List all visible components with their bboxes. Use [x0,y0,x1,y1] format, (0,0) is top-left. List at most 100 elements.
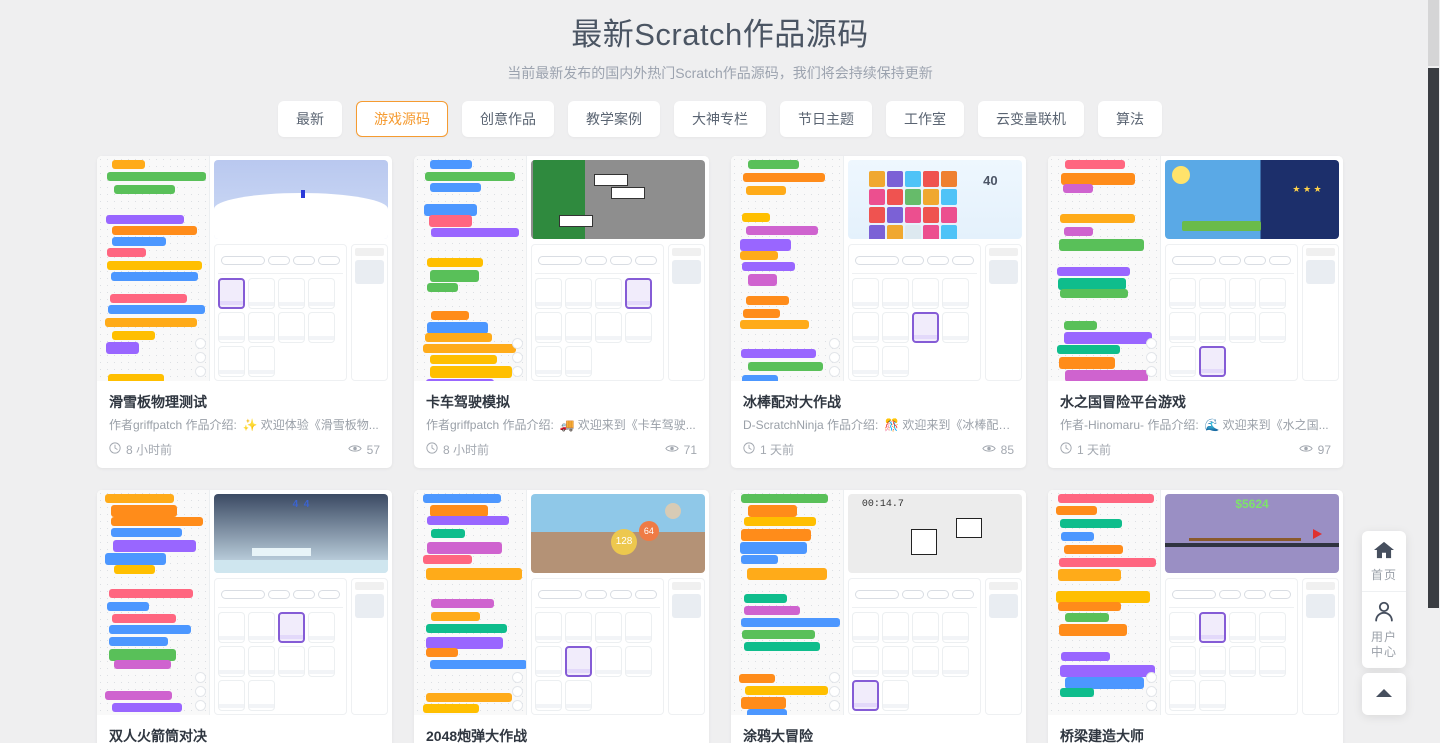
triangle-up-icon [1375,685,1393,703]
tab-3[interactable]: 教学案例 [568,101,660,137]
thumbnail-stage-selector [668,578,705,715]
zoom-controls [512,672,523,711]
project-intro-text: 欢迎体验《滑雪板物... [260,418,379,432]
thumbnail-sprite-pane [214,578,347,715]
project-card[interactable]: ★ ★ ★ 水之国冒险平台游戏作者-Hinomaru- 作品介绍: 🌊 欢迎来到《水之… [1048,156,1343,468]
project-card[interactable]: 40 冰棒配对大作战 D-ScratchNinja 作品介绍: 🎊 欢迎来到《冰棒配对.… [731,156,1026,468]
thumbnail-code-area [97,490,210,715]
thumbnail-sprite-pane [848,578,981,715]
project-card-body: 双人火箭筒对决作者nguyenhm 作品介绍:🎮欢迎来到《双人火箭... [97,715,392,743]
project-thumbnail[interactable]: $5624 [1048,490,1343,715]
tab-2[interactable]: 创意作品 [462,101,554,137]
project-emoji-icon: 🚚 [559,418,575,432]
thumbnail-stage [214,160,388,239]
tab-5[interactable]: 节日主题 [780,101,872,137]
dock-item-user-center[interactable]: 用户中心 [1362,591,1406,668]
tab-8[interactable]: 算法 [1098,101,1162,137]
project-thumbnail[interactable] [414,156,709,381]
project-meta: 8 小时前 71 [426,442,697,458]
project-title: 水之国冒险平台游戏 [1060,394,1186,410]
project-card[interactable]: $5624 桥梁建造大师作者GonSanVi 作品介绍:🛠欢迎来到《桥梁建造... [1048,490,1343,743]
thumbnail-stage: 4 4 [214,494,388,573]
thumbnail-code-area [731,490,844,715]
dock-label-home: 首页 [1370,568,1397,582]
tab-6[interactable]: 工作室 [886,101,964,137]
project-card[interactable]: 4 4 双人火箭筒对决作者nguyenhm 作品介绍:🎮欢迎来到《双人火箭... [97,490,392,743]
thumbnail-stage-selector [1302,578,1339,715]
project-card[interactable]: 滑雪板物理测试 作者griffpatch 作品介绍: ✨ 欢迎体验《滑雪板物... 8 … [97,156,392,468]
thumbnail-sprite-pane [848,244,981,381]
back-to-top-button[interactable] [1362,673,1406,715]
project-views: 85 [1000,443,1014,457]
project-card-body: 冰棒配对大作战 D-ScratchNinja 作品介绍: 🎊 欢迎来到《冰棒配对...… [731,381,1026,468]
home-icon [1373,540,1395,565]
zoom-controls [512,338,523,377]
thumbnail-stage-selector [1302,244,1339,381]
thumbnail-stage-selector [985,244,1022,381]
thumbnail-stage: $5624 [1165,494,1339,573]
page-scrollbar[interactable] [1427,0,1440,743]
project-meta: 8 小时前 57 [109,442,380,458]
project-author: D-ScratchNinja 作品介绍: [743,418,879,432]
project-title: 2048炮弹大作战 [426,728,528,743]
tab-7[interactable]: 云变量联机 [978,101,1084,137]
project-views: 97 [1317,443,1331,457]
project-author: 作者griffpatch 作品介绍: [109,418,237,432]
project-views: 57 [366,443,380,457]
page-subtitle: 当前最新发布的国内外热门Scratch作品源码，我们将会持续保持更新 [507,65,933,81]
eye-icon [1298,442,1313,458]
thumbnail-code-area [731,156,844,381]
dock-label-user-center: 用户中心 [1370,630,1397,659]
zoom-controls [829,672,840,711]
project-time: 8 小时前 [443,443,490,457]
project-card-body: 卡车驾驶模拟作者griffpatch 作品介绍: 🚚 欢迎来到《卡车驾驶... 8 小… [414,381,709,468]
project-card-body: 涂鸦大冒险作者CodingAnomaly 作品介绍:🖌欢迎来到《涂... [731,715,1026,743]
project-emoji-icon: 🌊 [1204,418,1220,432]
clock-icon [743,442,755,458]
zoom-controls [1146,672,1157,711]
eye-icon [347,442,362,458]
clock-icon [426,442,438,458]
project-intro-text: 欢迎来到《水之国... [1222,418,1329,432]
project-thumbnail[interactable]: 40 [731,156,1026,381]
zoom-controls [829,338,840,377]
project-card[interactable]: 卡车驾驶模拟作者griffpatch 作品介绍: 🚚 欢迎来到《卡车驾驶... 8 小… [414,156,709,468]
project-card-body: 桥梁建造大师作者GonSanVi 作品介绍:🛠欢迎来到《桥梁建造... [1048,715,1343,743]
page-title: 最新Scratch作品源码 [571,17,869,52]
thumbnail-code-area [97,156,210,381]
project-time: 8 小时前 [126,443,173,457]
project-emoji-icon: 🎊 [884,418,900,432]
project-description: 作者griffpatch 作品介绍: ✨ 欢迎体验《滑雪板物... [109,416,380,434]
project-thumbnail[interactable]: ★ ★ ★ [1048,156,1343,381]
thumbnail-code-area [1048,156,1161,381]
clock-icon [1060,442,1072,458]
tab-4[interactable]: 大神专栏 [674,101,766,137]
thumbnail-stage: ★ ★ ★ [1165,160,1339,239]
project-author: 作者griffpatch 作品介绍: [426,418,554,432]
project-thumbnail[interactable]: 4 4 [97,490,392,715]
project-title: 涂鸦大冒险 [743,728,813,743]
project-thumbnail[interactable]: 00:14.7 [731,490,1026,715]
thumbnail-stage-selector [668,244,705,381]
dock-item-home[interactable]: 首页 [1362,531,1406,591]
project-title: 卡车驾驶模拟 [426,394,510,410]
tab-0[interactable]: 最新 [278,101,342,137]
project-description: 作者-Hinomaru- 作品介绍: 🌊 欢迎来到《水之国... [1060,416,1331,434]
thumbnail-sprite-pane [531,578,664,715]
project-thumbnail[interactable]: 128 64 [414,490,709,715]
project-card[interactable]: 00:14.7 涂鸦大冒险作者CodingAnomaly 作品介绍:🖌欢迎来到《涂… [731,490,1026,743]
project-intro-text: 欢迎来到《冰棒配对... [902,418,1014,432]
user-icon [1373,601,1395,627]
thumbnail-sprite-pane [1165,244,1298,381]
thumbnail-stage: 00:14.7 [848,494,1022,573]
thumbnail-stage-selector [351,244,388,381]
tab-1[interactable]: 游戏源码 [356,101,448,137]
project-thumbnail[interactable] [97,156,392,381]
project-description: 作者griffpatch 作品介绍: 🚚 欢迎来到《卡车驾驶... [426,416,697,434]
project-intro-text: 欢迎来到《卡车驾驶... [577,418,696,432]
scrollbar-thumb[interactable] [1428,68,1439,608]
thumbnail-stage [531,160,705,239]
project-title: 桥梁建造大师 [1060,728,1144,743]
